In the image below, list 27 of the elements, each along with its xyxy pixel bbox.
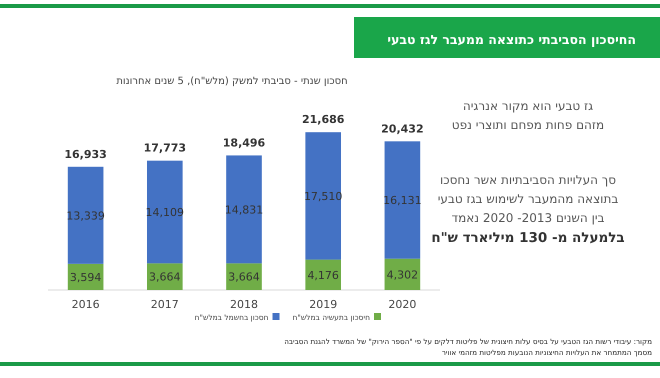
bar (68, 166, 104, 264)
x-tick-label: 2019 (309, 298, 338, 311)
bar (146, 160, 183, 264)
text: גז טבעי הוא מקור אנרגיה מזהם פחות מפחם ותוצרי נפט (452, 99, 604, 132)
total-label: 21,686 (302, 113, 345, 126)
x-tick-label: 2016 (72, 298, 100, 311)
x-tick-label: 2020 (388, 298, 416, 311)
total-label: 17,773 (144, 142, 186, 155)
x-tick-label: 2017 (150, 298, 179, 311)
total-label: 18,496 (222, 136, 266, 150)
data-label: 4,302 (386, 268, 418, 282)
data-label: 4,176 (307, 268, 339, 282)
total-label: 20,432 (381, 122, 424, 136)
data-label: 3,664 (228, 270, 260, 284)
bar (384, 141, 420, 259)
total-label: 16,933 (64, 148, 107, 161)
data-label: 3,594 (70, 270, 102, 284)
bar (305, 132, 342, 260)
bar (384, 258, 420, 290)
text: החיסכון הסביבתי כתוצאה ממעבר לגז טבעי (387, 32, 636, 47)
x-tick-label: 2018 (230, 298, 258, 311)
chart-subtitle: חסכון שנתי - סביבתי למשק (מלש"ח), 5 שנים אחרונות (116, 76, 348, 87)
annotation: סך העלויות הסביבתיות אשר נחסכו בתוצאה מהמעבר לשימוש בגז טבעי בין השנים 2013- 2020 נאמד (438, 173, 618, 225)
data-label: 3,664 (149, 270, 181, 284)
bar (305, 260, 342, 290)
annotation: בלמעלה מ- 130 מיליארד ש"ח (431, 230, 625, 246)
bar (226, 155, 262, 264)
